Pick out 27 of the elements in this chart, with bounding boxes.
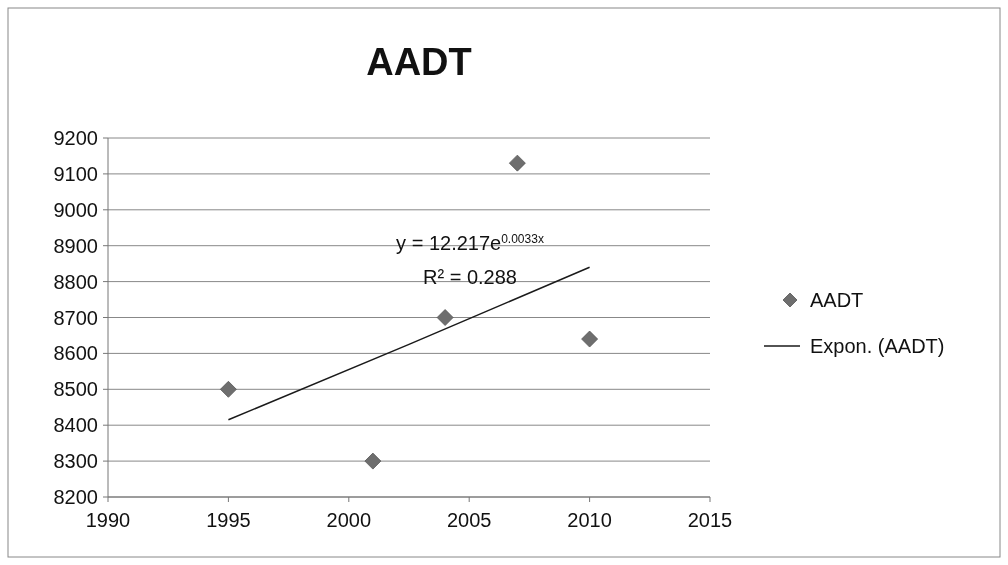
y-tick-label: 8300	[53, 450, 98, 473]
legend-label: AADT	[810, 289, 864, 311]
y-tick-label: 8200	[53, 486, 98, 508]
x-tick-label: 2015	[687, 509, 733, 531]
legend-label: Expon. (AADT)	[810, 335, 945, 357]
point	[436, 309, 454, 326]
x-tick-label: 2010	[567, 509, 612, 531]
y-tick-label: 8700	[53, 306, 98, 329]
y-tick-label: 8900	[53, 234, 98, 257]
chart-title: AADT	[366, 41, 472, 83]
y-tick-label: 9000	[53, 198, 98, 221]
y-tick-label: 8500	[53, 378, 98, 401]
point	[364, 452, 382, 470]
y-tick-label: 9200	[53, 127, 98, 149]
point	[220, 380, 237, 398]
x-tick-label: 1990	[85, 509, 131, 531]
x-tick-label: 1995	[206, 509, 251, 531]
y-tick-label: 9100	[53, 162, 98, 185]
x-tick-label: 2000	[326, 509, 372, 531]
point	[508, 154, 526, 172]
x-tick-label: 2005	[446, 509, 492, 531]
y-tick-label: 8400	[53, 414, 98, 437]
y-tick-label: 8800	[53, 270, 98, 293]
annotation: y = 12.217e$^{0.0033x}$	[396, 232, 544, 254]
point	[581, 330, 598, 348]
annotation: R² = 0.288	[423, 266, 517, 288]
y-tick-label: 8600	[53, 342, 98, 365]
